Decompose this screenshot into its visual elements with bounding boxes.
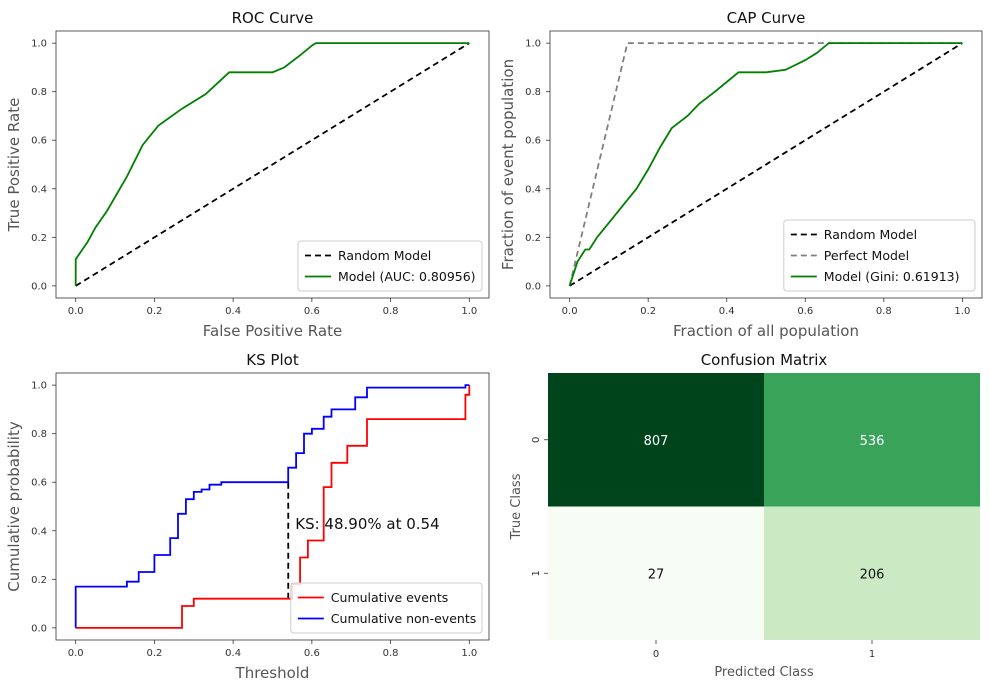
x-axis-label: False Positive Rate bbox=[203, 322, 342, 340]
legend-label: Cumulative events bbox=[331, 590, 448, 605]
x-tick-label: 0.4 bbox=[225, 648, 241, 659]
x-tick-label: 0.6 bbox=[304, 648, 320, 659]
series-line-model-gini-0-61913 bbox=[568, 42, 963, 287]
x-tick-label: 1.0 bbox=[461, 306, 477, 317]
y-axis-label: Cumulative probability bbox=[5, 421, 23, 592]
x-tick-label: 0.8 bbox=[383, 306, 399, 317]
x-tick-label: 0.8 bbox=[876, 306, 892, 317]
y-tick-label: 0.8 bbox=[525, 87, 541, 98]
y-tick-label: 0.2 bbox=[31, 233, 47, 244]
cell-value: 807 bbox=[644, 434, 669, 449]
y-tick-label: 1 bbox=[531, 570, 542, 576]
y-tick-label: 1.0 bbox=[525, 39, 541, 50]
legend-label: Cumulative non-events bbox=[331, 611, 476, 626]
x-tick-label: 0 bbox=[653, 649, 659, 660]
y-tick-label: 0.2 bbox=[525, 233, 541, 244]
y-tick-label: 0.4 bbox=[31, 526, 47, 537]
series-line-model-auc-0-80956 bbox=[74, 42, 470, 286]
x-axis-label: Fraction of all population bbox=[673, 322, 859, 340]
y-tick-label: 1.0 bbox=[31, 39, 47, 50]
y-tick-label: 0.0 bbox=[31, 623, 47, 634]
x-tick-label: 1 bbox=[869, 649, 875, 660]
y-tick-label: 0.0 bbox=[31, 281, 47, 292]
series-line-cumulative-events bbox=[75, 385, 471, 629]
axes-2: KS Plot 0.0 0.2 0.4 0.6 0.8 1.0 0.0 0.2 0.4 0.6 0.8… bbox=[5, 351, 490, 682]
x-tick-label: 0.4 bbox=[719, 306, 735, 317]
x-tick-label: 0.0 bbox=[68, 648, 84, 659]
legend-label: Perfect Model bbox=[824, 248, 909, 263]
y-axis-label: True Class bbox=[509, 473, 524, 540]
legend: Random Model Model (AUC: 0.80956) bbox=[297, 240, 483, 292]
chart-title: KS Plot bbox=[246, 351, 299, 369]
legend-label: Model (Gini: 0.61913) bbox=[824, 269, 960, 284]
y-tick-label: 1.0 bbox=[31, 381, 47, 392]
legend-box bbox=[783, 219, 976, 292]
axes-1: CAP Curve 0.0 0.2 0.4 0.6 0.8 1.0 0.0 0.2 0.4 0.6 0… bbox=[499, 9, 983, 340]
series-line-random-model bbox=[569, 42, 963, 287]
x-axis-label: Threshold bbox=[235, 664, 310, 682]
y-tick-label: 0 bbox=[531, 437, 542, 443]
x-axis-label: Predicted Class bbox=[714, 665, 814, 680]
y-tick-label: 0.2 bbox=[31, 575, 47, 586]
plot-frame bbox=[549, 30, 983, 299]
x-tick-label: 1.0 bbox=[461, 648, 477, 659]
cell-value: 206 bbox=[860, 567, 885, 582]
legend: Cumulative events Cumulative non-events bbox=[290, 582, 483, 634]
x-tick-label: 1.0 bbox=[954, 306, 970, 317]
plot-frame bbox=[55, 372, 490, 641]
ks-annotation: KS: 48.90% at 0.54 bbox=[295, 515, 439, 533]
chart-title: Confusion Matrix bbox=[701, 351, 828, 369]
legend-label: Random Model bbox=[824, 227, 917, 242]
axes-0: ROC Curve 0.0 0.2 0.4 0.6 0.8 1.0 0.0 0.2 0.4 0.6 0… bbox=[5, 9, 490, 340]
x-tick-label: 0.2 bbox=[640, 306, 656, 317]
legend: Random Model Perfect Model Model (Gini: 0.… bbox=[783, 219, 976, 292]
legend-box bbox=[297, 240, 483, 292]
x-tick-label: 0.4 bbox=[225, 306, 241, 317]
heatmap-cell bbox=[548, 506, 764, 640]
chart-title: CAP Curve bbox=[727, 9, 806, 27]
y-tick-label: 0.6 bbox=[31, 478, 47, 489]
confusion-matrix: Confusion Matrix 807 536 27 206 0 1 0 1 Predicted… bbox=[509, 351, 980, 680]
x-tick-label: 0.8 bbox=[383, 648, 399, 659]
series-line-cumulative-non-events bbox=[74, 384, 470, 628]
y-tick-label: 0.8 bbox=[31, 429, 47, 440]
y-tick-label: 0.4 bbox=[31, 184, 47, 195]
x-tick-label: 0.2 bbox=[146, 306, 162, 317]
y-tick-label: 0.6 bbox=[525, 136, 541, 147]
y-axis-label: True Positive Rate bbox=[5, 98, 23, 233]
y-tick-label: 0.6 bbox=[31, 136, 47, 147]
x-tick-label: 0.0 bbox=[68, 306, 84, 317]
y-axis-label: Fraction of event population bbox=[499, 59, 517, 270]
y-tick-label: 0.8 bbox=[31, 87, 47, 98]
x-tick-label: 0.6 bbox=[304, 306, 320, 317]
cell-value: 27 bbox=[648, 567, 665, 582]
plot-frame bbox=[55, 30, 490, 299]
heatmap-cell bbox=[764, 506, 980, 640]
legend-box bbox=[290, 582, 483, 634]
series-line-random-model bbox=[75, 42, 470, 287]
x-tick-label: 0.0 bbox=[562, 306, 578, 317]
x-tick-label: 0.2 bbox=[146, 648, 162, 659]
heatmap-cell bbox=[764, 373, 980, 507]
x-tick-label: 0.6 bbox=[797, 306, 813, 317]
chart-title: ROC Curve bbox=[232, 9, 314, 27]
cell-value: 536 bbox=[860, 434, 885, 449]
y-tick-label: 0.0 bbox=[525, 281, 541, 292]
y-tick-label: 0.4 bbox=[525, 184, 541, 195]
heatmap-cell bbox=[548, 373, 764, 507]
legend-label: Random Model bbox=[338, 248, 431, 263]
legend-label: Model (AUC: 0.80956) bbox=[338, 269, 476, 284]
